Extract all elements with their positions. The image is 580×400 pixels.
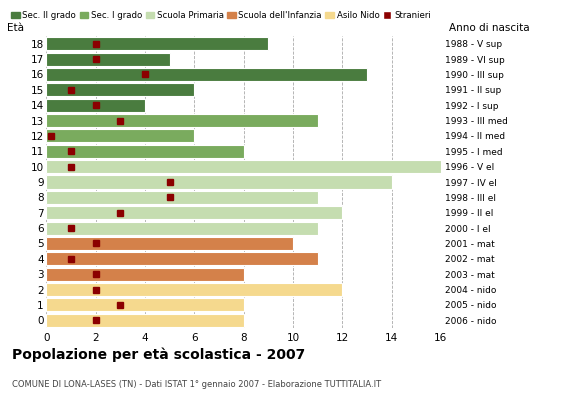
Bar <box>46 206 342 219</box>
Bar <box>46 176 392 188</box>
Text: Età: Età <box>7 23 24 33</box>
Text: Anno di nascita: Anno di nascita <box>449 23 530 33</box>
Text: COMUNE DI LONA-LASES (TN) - Dati ISTAT 1° gennaio 2007 - Elaborazione TUTTITALIA: COMUNE DI LONA-LASES (TN) - Dati ISTAT 1… <box>12 380 380 389</box>
Bar <box>46 68 367 81</box>
Bar <box>46 268 244 281</box>
Bar <box>46 283 342 296</box>
Bar <box>46 237 293 250</box>
Text: Popolazione per età scolastica - 2007: Popolazione per età scolastica - 2007 <box>12 348 305 362</box>
Bar <box>46 191 318 204</box>
Bar <box>46 99 145 112</box>
Bar <box>46 298 244 312</box>
Bar <box>46 114 318 127</box>
Bar <box>46 314 244 327</box>
Bar <box>46 129 194 142</box>
Bar <box>46 52 169 66</box>
Bar <box>46 222 318 235</box>
Bar <box>46 145 244 158</box>
Legend: Sec. II grado, Sec. I grado, Scuola Primaria, Scuola dell'Infanzia, Asilo Nido, : Sec. II grado, Sec. I grado, Scuola Prim… <box>11 11 431 20</box>
Bar <box>46 160 441 173</box>
Bar <box>46 37 268 50</box>
Bar <box>46 83 194 96</box>
Bar <box>46 252 318 265</box>
